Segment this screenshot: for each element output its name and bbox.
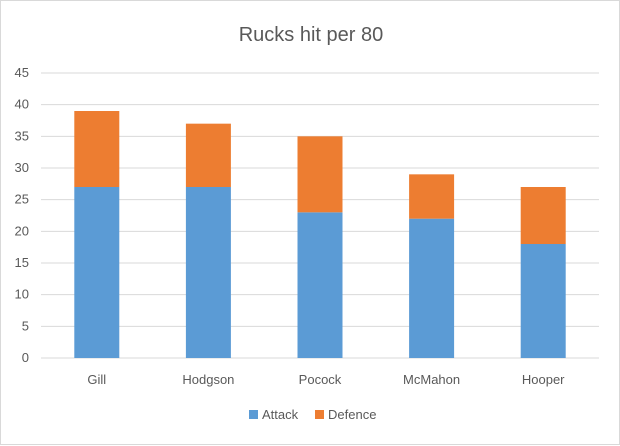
y-tick-label: 35	[15, 128, 29, 143]
y-tick-label: 5	[22, 318, 29, 333]
chart-title: Rucks hit per 80	[239, 24, 384, 46]
legend-label-defence: Defence	[328, 407, 376, 422]
bar-defence-hodgson	[185, 123, 231, 187]
bar-defence-hooper	[520, 187, 566, 244]
y-tick-label: 30	[15, 160, 29, 175]
legend-swatch-attack	[249, 410, 258, 419]
y-tick-label: 0	[22, 350, 29, 365]
x-tick-label: Pocock	[299, 372, 342, 387]
bar-attack-gill	[74, 187, 120, 358]
legend: Attack Defence	[249, 407, 376, 422]
y-tick-label: 10	[15, 287, 29, 302]
bar-attack-hooper	[520, 244, 566, 358]
bar-defence-mcmahon	[409, 174, 455, 219]
y-tick-label: 45	[15, 65, 29, 80]
bar-defence-pocock	[297, 136, 343, 213]
y-axis-ticks: 0 5 10 15 20 25 30 35 40 45	[15, 65, 29, 365]
bar-attack-pocock	[297, 212, 343, 358]
y-tick-label: 15	[15, 255, 29, 270]
y-tick-label: 25	[15, 192, 29, 207]
bars	[74, 111, 566, 358]
x-tick-label: McMahon	[403, 372, 460, 387]
x-tick-label: Hooper	[522, 372, 565, 387]
x-tick-label: Hodgson	[182, 372, 234, 387]
x-axis-ticks: Gill Hodgson Pocock McMahon Hooper	[87, 372, 565, 387]
bar-defence-gill	[74, 111, 120, 187]
x-tick-label: Gill	[87, 372, 106, 387]
bar-attack-hodgson	[185, 187, 231, 358]
y-tick-label: 40	[15, 97, 29, 112]
bar-attack-mcmahon	[409, 218, 455, 358]
legend-label-attack: Attack	[262, 407, 299, 422]
legend-swatch-defence	[315, 410, 324, 419]
y-tick-label: 20	[15, 223, 29, 238]
